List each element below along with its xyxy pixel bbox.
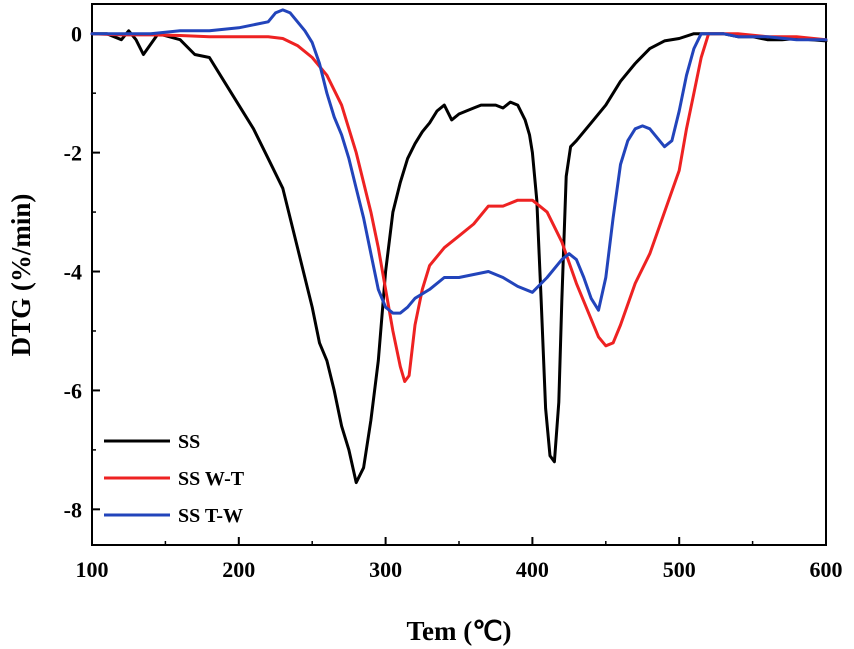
- legend-label: SS: [178, 431, 200, 453]
- legend: SS SS W-T SS T-W: [104, 431, 245, 527]
- y-tick-label: -4: [64, 260, 82, 285]
- x-tick-label: 500: [663, 557, 696, 582]
- x-tick-label: 300: [369, 557, 402, 582]
- y-tick-label: -2: [64, 141, 82, 166]
- y-tick-label: -6: [64, 378, 82, 403]
- x-tick-label: 400: [516, 557, 549, 582]
- series-line-ss: [90, 29, 828, 485]
- series-group: [90, 8, 828, 485]
- x-tick-label: 200: [222, 557, 255, 582]
- y-tick-label: 0: [71, 22, 82, 47]
- legend-label: SS T-W: [178, 505, 243, 527]
- y-axis: 0 -2 -4 -6 -8: [64, 22, 100, 522]
- x-axis-title: Tem (℃): [406, 616, 511, 646]
- y-axis-title: DTG (%/min): [6, 194, 36, 357]
- x-tick-label: 600: [810, 557, 843, 582]
- x-axis: 100 200 300 400 500 600: [76, 537, 843, 582]
- plot-frame: [91, 3, 827, 546]
- y-tick-label: -8: [64, 497, 82, 522]
- x-tick-label: 100: [76, 557, 109, 582]
- series-line-ss-w-t: [90, 32, 828, 383]
- legend-label: SS W-T: [178, 468, 245, 490]
- series-line-ss-t-w: [90, 8, 828, 315]
